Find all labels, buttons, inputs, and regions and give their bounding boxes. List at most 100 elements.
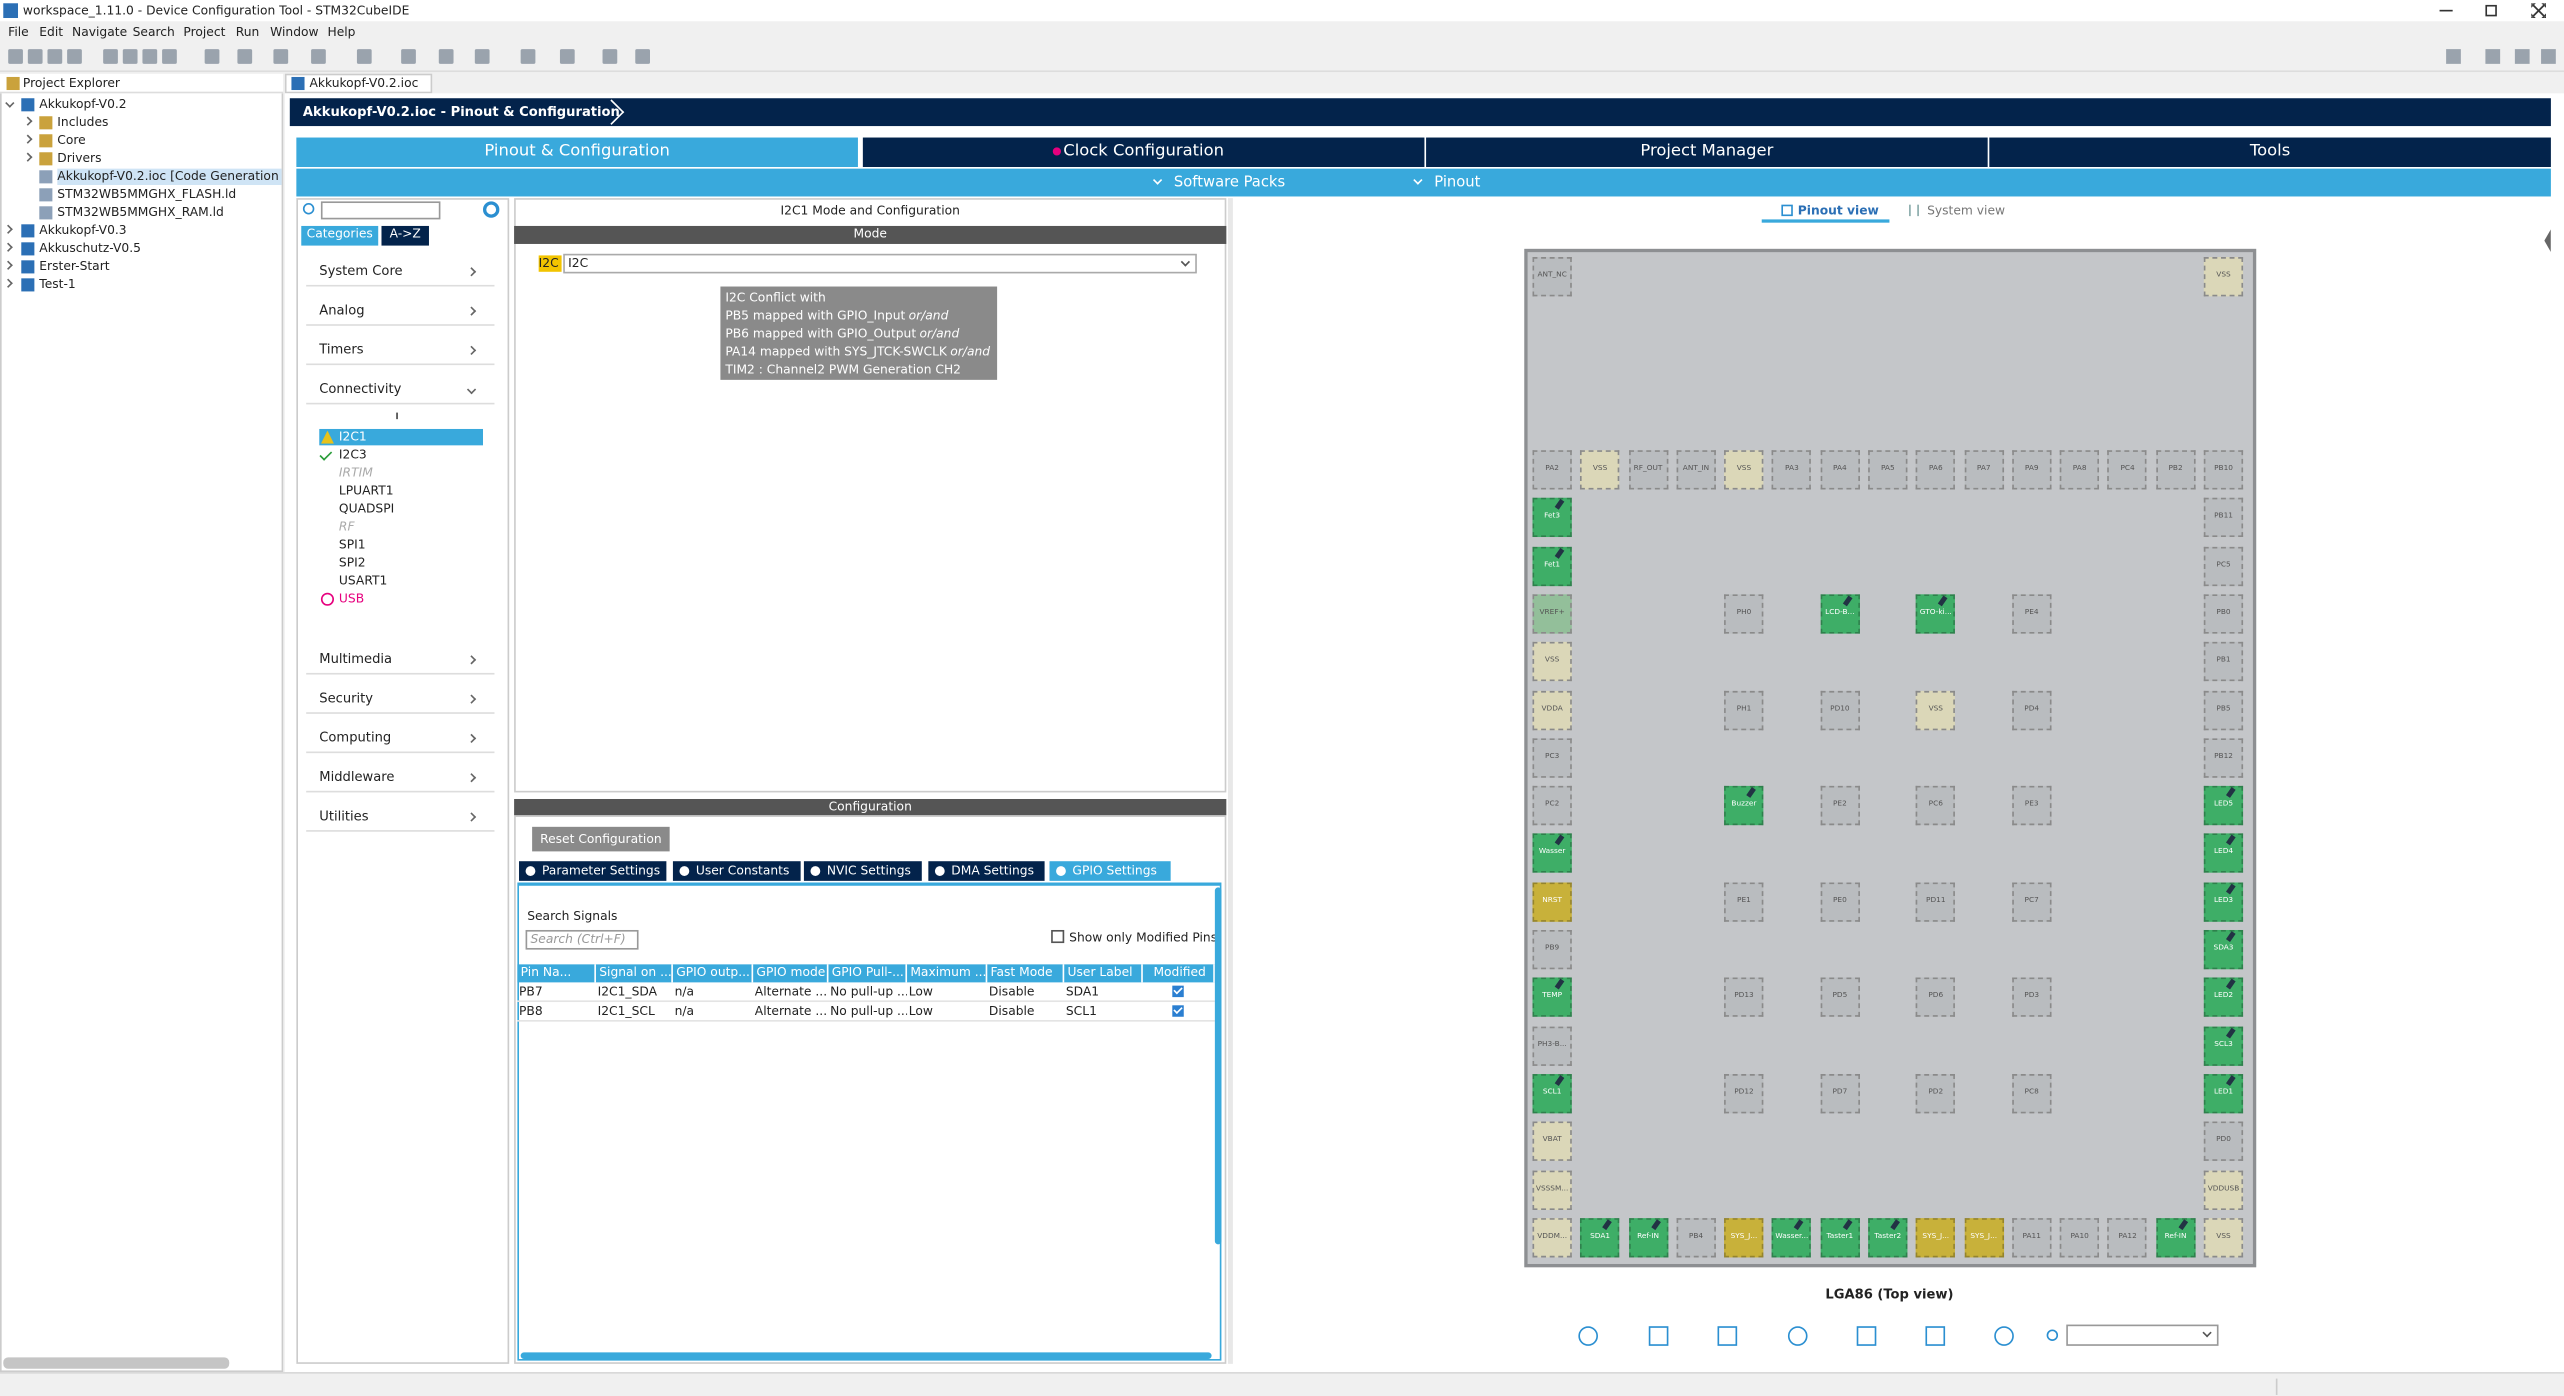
pin[interactable] [2107, 450, 2148, 490]
explorer-title[interactable]: Project Explorer [22, 75, 120, 91]
checkbox[interactable] [1051, 929, 1065, 944]
close-button[interactable] [2531, 3, 2546, 18]
peripheral[interactable]: USB [338, 591, 365, 606]
modified-checkbox[interactable] [1172, 985, 1184, 998]
toolbar-icon[interactable] [2514, 49, 2530, 64]
mode-select[interactable]: I2C [563, 253, 1197, 274]
pin[interactable] [2155, 1217, 2196, 1258]
zoom-tool[interactable] [1717, 1326, 1738, 1346]
pin[interactable] [2012, 786, 2052, 826]
peripheral[interactable]: USART1 [338, 573, 388, 588]
menu-item[interactable]: Help [327, 24, 356, 40]
peripheral[interactable]: IRTIM [338, 464, 373, 480]
category-tab[interactable]: Categories [301, 225, 379, 246]
menu-item[interactable]: Navigate [72, 24, 128, 40]
menu-item[interactable]: Edit [39, 24, 64, 40]
pin[interactable] [1676, 450, 1716, 490]
pin[interactable] [2203, 1025, 2244, 1066]
pin[interactable] [2012, 977, 2052, 1018]
main-tab[interactable]: Tools [1989, 137, 2551, 168]
zoom-tool[interactable] [1787, 1326, 1808, 1346]
tree-item[interactable]: Drivers [57, 150, 102, 166]
pin[interactable] [1532, 594, 1572, 634]
zoom-tool[interactable] [1578, 1326, 1598, 1346]
peripheral[interactable]: QUADSPI [338, 501, 395, 516]
pin[interactable] [1532, 1121, 1572, 1162]
column-header[interactable]: GPIO Pull-... [828, 964, 908, 983]
pin[interactable] [2203, 690, 2244, 730]
pin[interactable] [1676, 1217, 1716, 1258]
pin[interactable] [2155, 450, 2196, 490]
pin[interactable] [1532, 1217, 1572, 1258]
pin[interactable] [1532, 929, 1572, 970]
pin[interactable] [1964, 450, 2004, 490]
toolbar-icon[interactable] [474, 49, 490, 64]
pin[interactable] [1580, 450, 1620, 490]
signal-search[interactable]: Search (Ctrl+F) [525, 929, 639, 950]
toolbar-icon[interactable] [602, 49, 618, 64]
pin[interactable] [2203, 642, 2244, 682]
pin[interactable] [1820, 786, 1860, 826]
category[interactable]: Timers [319, 342, 364, 357]
pin[interactable] [1532, 1025, 1572, 1066]
category[interactable]: Connectivity [319, 381, 402, 397]
pin[interactable] [1916, 450, 1956, 490]
toolbar-icon[interactable] [122, 49, 138, 64]
pin[interactable] [1724, 450, 1764, 490]
pin[interactable] [1532, 786, 1572, 826]
pin[interactable] [1916, 1217, 1956, 1258]
pin[interactable] [2012, 881, 2052, 922]
category[interactable]: Computing [319, 730, 392, 745]
config-tab[interactable] [1049, 861, 1171, 881]
config-tab[interactable] [928, 861, 1045, 881]
peripheral[interactable]: RF [338, 519, 355, 534]
modified-checkbox[interactable] [1172, 1005, 1184, 1017]
pin[interactable] [2203, 929, 2244, 970]
pin[interactable] [1916, 786, 1956, 826]
toolbar-icon[interactable] [2446, 49, 2461, 64]
pin[interactable] [2012, 594, 2052, 634]
pin[interactable] [2203, 257, 2244, 297]
pin[interactable] [2060, 1217, 2100, 1258]
pin[interactable] [1820, 594, 1860, 634]
menu-item[interactable]: File [8, 24, 29, 40]
peripheral[interactable]: I2C1 [338, 428, 367, 444]
project-item[interactable]: Erster-Start [39, 258, 110, 274]
toolbar-icon[interactable] [311, 49, 326, 64]
find-combo[interactable] [2066, 1324, 2219, 1346]
column-header[interactable]: Signal on ... [596, 964, 673, 983]
toolbar-icon[interactable] [8, 49, 23, 64]
toolbar-icon[interactable] [103, 49, 118, 64]
pin[interactable] [2203, 1121, 2244, 1162]
pin[interactable] [1532, 738, 1572, 778]
toolbar-icon[interactable] [635, 49, 651, 64]
pin[interactable] [1868, 450, 1908, 490]
pin[interactable] [2203, 977, 2244, 1018]
pin[interactable] [1916, 881, 1956, 922]
category[interactable]: Middleware [319, 769, 395, 785]
pin[interactable] [1916, 690, 1956, 730]
pin[interactable] [2012, 1073, 2052, 1114]
toolbar-icon[interactable] [2541, 49, 2556, 64]
menu-item[interactable]: Window [270, 24, 319, 40]
category[interactable]: Security [319, 690, 374, 706]
pin[interactable] [1532, 498, 1572, 538]
table-row[interactable] [517, 1002, 1215, 1022]
pin[interactable] [1724, 690, 1764, 730]
pin[interactable] [1820, 977, 1860, 1018]
config-tab-label[interactable]: User Constants [695, 862, 790, 878]
toolbar-icon[interactable] [204, 49, 220, 64]
view-tab[interactable]: System view [1927, 203, 2006, 218]
pin[interactable] [1820, 1073, 1860, 1114]
pin[interactable] [2203, 738, 2244, 778]
pin[interactable] [1724, 1073, 1764, 1114]
pin[interactable] [2203, 450, 2244, 490]
pin[interactable] [1724, 786, 1764, 826]
pin[interactable] [1724, 1217, 1764, 1258]
config-tab[interactable] [803, 861, 922, 881]
toolbar-icon[interactable] [2485, 49, 2501, 64]
pin[interactable] [2203, 546, 2244, 586]
config-tab-label[interactable]: DMA Settings [951, 862, 1034, 878]
pin[interactable] [2203, 1217, 2244, 1258]
tree-item[interactable]: STM32WB5MMGHX_RAM.ld [57, 204, 224, 220]
